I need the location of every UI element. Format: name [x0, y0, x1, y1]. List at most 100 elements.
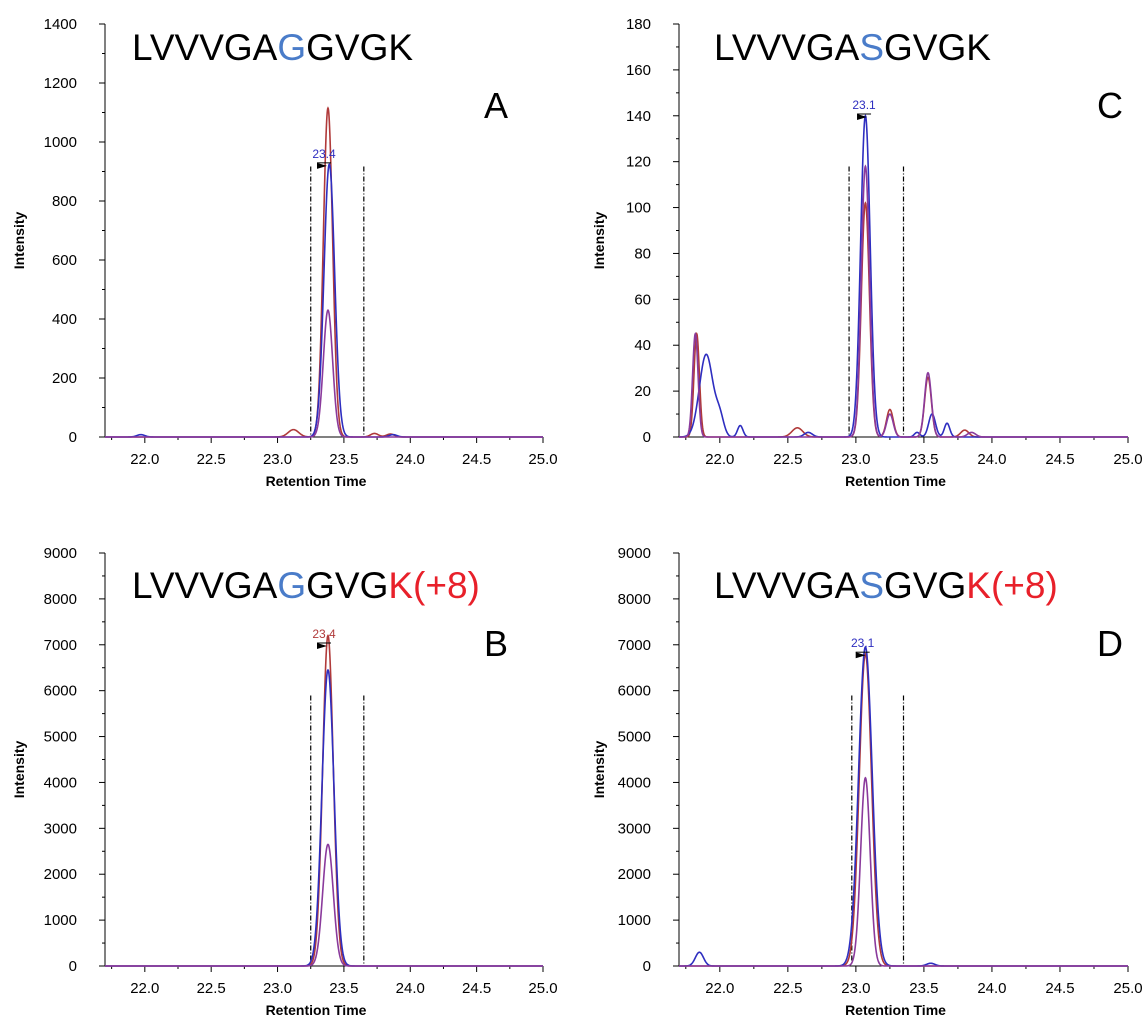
y-tick-label: 600	[52, 252, 77, 269]
peak-rt-label: 23.1	[851, 636, 875, 650]
y-tick-label: 9000	[44, 545, 77, 562]
y-tick-label: 1400	[44, 16, 77, 33]
chromatogram-trace	[679, 164, 1128, 438]
peptide-title: LVVVGAGGVGK(+8)	[132, 565, 480, 606]
panel-b-chart: 0 1000 2000 3000 4000 5000 6000 7000 8000 9000 22.…	[11, 545, 558, 1018]
y-tick-label: 7000	[44, 637, 77, 654]
peptide-segment: K(+8)	[388, 565, 480, 606]
x-tick-label: 25.0	[528, 451, 557, 468]
panel-c-chart: 0 20 40 60 80 100 120 140 160 180 22.0 22.5 23.0 23.5…	[591, 16, 1143, 489]
x-tick-label: 24.0	[977, 451, 1006, 468]
y-tick-label: 400	[52, 311, 77, 328]
y-tick-label: 200	[52, 370, 77, 387]
chromatogram-trace	[105, 634, 543, 967]
y-tick-label: 2000	[618, 866, 651, 883]
y-tick-label: 7000	[618, 637, 651, 654]
x-tick-label: 23.0	[841, 451, 870, 468]
y-tick-label: 8000	[44, 591, 77, 608]
y-tick-label: 2000	[44, 866, 77, 883]
x-tick-label: 23.0	[841, 980, 870, 997]
x-tick-label: 23.0	[263, 980, 292, 997]
y-tick-label: 180	[626, 16, 651, 33]
x-axis-title: Retention Time	[266, 473, 367, 489]
apex-flag-icon	[317, 643, 327, 650]
x-tick-label: 24.5	[1045, 451, 1074, 468]
x-tick-label: 23.5	[909, 451, 938, 468]
y-tick-label: 120	[626, 154, 651, 171]
apex-flag-icon	[317, 162, 327, 169]
y-tick-label: 4000	[618, 774, 651, 791]
apex-flag-icon	[857, 114, 868, 121]
x-tick-label: 22.0	[130, 980, 159, 997]
y-tick-label: 4000	[44, 774, 77, 791]
y-tick-label: 1000	[44, 134, 77, 151]
peptide-segment: GVGK	[884, 27, 991, 68]
y-tick-label: 800	[52, 193, 77, 210]
y-tick-label: 60	[634, 291, 651, 308]
y-axis-title: Intensity	[11, 741, 27, 799]
peptide-segment: LVVVGA	[132, 565, 278, 606]
y-tick-label: 0	[69, 429, 77, 446]
chromatogram-trace	[105, 668, 543, 967]
y-tick-label: 100	[626, 200, 651, 217]
x-tick-label: 24.0	[977, 980, 1006, 997]
peptide-title: LVVVGASGVGK	[714, 27, 991, 68]
x-axis-title: Retention Time	[845, 473, 946, 489]
peptide-segment: S	[859, 565, 884, 606]
x-tick-label: 25.0	[1113, 980, 1142, 997]
y-tick-label: 160	[626, 62, 651, 79]
chromatogram-trace	[105, 843, 543, 967]
y-tick-label: 80	[634, 245, 651, 262]
y-tick-label: 1000	[44, 912, 77, 929]
x-tick-label: 22.5	[773, 451, 802, 468]
panel-letter: C	[1097, 85, 1123, 126]
y-tick-label: 6000	[44, 683, 77, 700]
peptide-segment: G	[277, 27, 306, 68]
peptide-segment: K(+8)	[966, 565, 1058, 606]
peptide-title: LVVVGASGVGK(+8)	[714, 565, 1058, 606]
x-tick-label: 24.5	[462, 980, 491, 997]
peptide-segment: G	[277, 565, 306, 606]
x-tick-label: 23.0	[263, 451, 292, 468]
y-tick-label: 9000	[618, 545, 651, 562]
panel-a-chart: 0 200 400 600 800 1000 1200 1400 22.0 22.5 23.0 23.…	[11, 16, 558, 489]
peak-rt-label: 23.4	[312, 627, 336, 641]
peptide-segment: LVVVGA	[714, 565, 860, 606]
y-tick-label: 1000	[618, 912, 651, 929]
y-tick-label: 5000	[44, 729, 77, 746]
peak-rt-label: 23.4	[312, 147, 336, 161]
chromatogram-trace	[105, 309, 543, 438]
x-tick-label: 22.0	[130, 451, 159, 468]
y-tick-label: 3000	[618, 820, 651, 837]
y-tick-label: 5000	[618, 729, 651, 746]
x-tick-label: 24.0	[396, 980, 425, 997]
y-tick-label: 0	[643, 958, 651, 975]
peptide-segment: S	[859, 27, 884, 68]
panel-d-chart: 0 1000 2000 3000 4000 5000 6000 7000 8000 9000 22.…	[591, 545, 1143, 1018]
y-tick-label: 1200	[44, 75, 77, 92]
chromatogram-trace	[679, 776, 1128, 967]
x-tick-label: 23.5	[329, 451, 358, 468]
y-axis-title: Intensity	[11, 212, 27, 270]
peptide-segment: GVG	[884, 565, 966, 606]
x-axis-title: Retention Time	[266, 1002, 367, 1018]
x-tick-label: 22.0	[705, 980, 734, 997]
peptide-segment: GVG	[306, 565, 388, 606]
y-axis-title: Intensity	[591, 741, 607, 799]
x-tick-label: 22.0	[705, 451, 734, 468]
peptide-segment: LVVVGA	[714, 27, 860, 68]
y-tick-label: 0	[643, 429, 651, 446]
x-tick-label: 23.5	[329, 980, 358, 997]
y-tick-label: 8000	[618, 591, 651, 608]
y-tick-label: 20	[634, 383, 651, 400]
x-tick-label: 24.5	[1045, 980, 1074, 997]
y-tick-label: 3000	[44, 820, 77, 837]
x-tick-label: 25.0	[528, 980, 557, 997]
y-tick-label: 6000	[618, 683, 651, 700]
y-axis-title: Intensity	[591, 212, 607, 270]
apex-flag-icon	[855, 652, 866, 659]
y-tick-label: 40	[634, 337, 651, 354]
y-tick-label: 0	[69, 958, 77, 975]
x-tick-label: 24.0	[396, 451, 425, 468]
